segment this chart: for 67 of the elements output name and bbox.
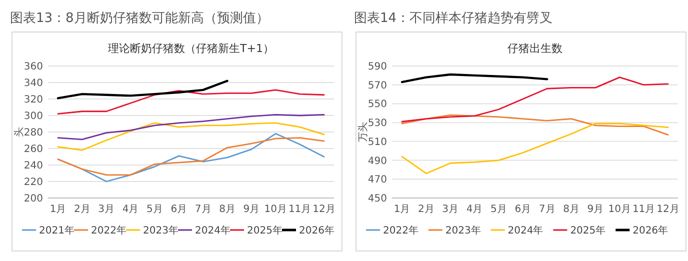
- x-tick-label: 8月: [563, 204, 580, 215]
- chart-title: 图表14：不同样本仔猪趋势有劈叉: [354, 11, 553, 26]
- x-tick-label: 7月: [194, 204, 212, 215]
- legend-label: 2022年: [91, 224, 126, 236]
- line-series: [57, 89, 325, 115]
- y-tick-label: 510: [368, 136, 387, 148]
- y-tick-label: 220: [24, 177, 43, 188]
- y-axis-title: 万头: [357, 122, 369, 142]
- y-tick-label: 280: [24, 128, 43, 138]
- chart-title: 图表13：8月断奶仔猪数可能新高（预测值）: [10, 10, 269, 26]
- y-axis-title: 头: [13, 127, 25, 137]
- line-series: [56, 80, 228, 100]
- x-tick-label: 5月: [146, 204, 163, 215]
- x-tick-label: 5月: [490, 204, 507, 215]
- y-tick-label: 550: [368, 99, 387, 110]
- line-series: [401, 122, 669, 174]
- line-series: [401, 114, 669, 136]
- x-tick-label: 9月: [587, 204, 604, 215]
- y-tick-label: 490: [368, 156, 387, 167]
- y-tick-label: 530: [368, 118, 387, 130]
- legend-label: 2024年: [195, 224, 230, 236]
- y-tick-label: 590: [368, 62, 387, 72]
- x-tick-label: 2月: [74, 204, 90, 215]
- x-tick-label: 1月: [394, 204, 410, 215]
- y-tick-label: 570: [368, 80, 387, 92]
- legend-label: 2025年: [570, 224, 606, 236]
- x-tick-label: 4月: [122, 204, 139, 215]
- y-tick-label: 340: [24, 78, 43, 89]
- y-tick-label: 260: [24, 144, 43, 155]
- legend-label: 2024年: [508, 224, 544, 236]
- line-series: [400, 73, 548, 84]
- x-tick-label: 12月: [312, 204, 336, 215]
- x-tick-label: 7月: [538, 204, 556, 215]
- y-tick-label: 300: [24, 111, 43, 122]
- x-tick-label: 9月: [243, 204, 260, 215]
- x-tick-label: 6月: [170, 204, 188, 215]
- y-tick-label: 200: [24, 194, 43, 204]
- chart-subtitle: 仔猪出生数: [508, 42, 562, 55]
- x-tick-label: 10月: [264, 204, 288, 215]
- x-tick-label: 8月: [219, 204, 236, 215]
- x-tick-label: 11月: [288, 204, 312, 215]
- x-tick-label: 1月: [50, 204, 66, 215]
- y-tick-label: 450: [368, 194, 387, 204]
- legend-label: 2026年: [299, 224, 334, 236]
- legend-label: 2022年: [383, 224, 418, 236]
- x-tick-label: 10月: [608, 204, 632, 215]
- x-tick-label: 3月: [442, 204, 459, 215]
- legend-label: 2025年: [247, 224, 282, 236]
- legend-label: 2021年: [39, 224, 74, 236]
- y-tick-label: 320: [24, 94, 43, 106]
- line-series: [57, 137, 325, 176]
- x-tick-label: 3月: [98, 204, 115, 215]
- line-series: [57, 122, 325, 151]
- x-tick-label: 12月: [656, 204, 680, 215]
- legend-label: 2023年: [445, 224, 481, 236]
- legend-label: 2023年: [143, 224, 178, 236]
- x-tick-label: 2月: [418, 204, 434, 215]
- line-series: [401, 76, 669, 122]
- y-tick-label: 360: [24, 62, 43, 72]
- legend-label: 2026年: [632, 224, 668, 236]
- x-tick-label: 4月: [466, 204, 483, 215]
- line-series: [57, 114, 325, 140]
- chart-subtitle: 理论断奶仔猪数（仔猪新生T+1）: [108, 42, 274, 55]
- y-tick-label: 470: [368, 174, 387, 186]
- x-tick-label: 6月: [514, 204, 532, 215]
- x-tick-label: 11月: [632, 204, 656, 215]
- y-tick-label: 240: [24, 160, 43, 172]
